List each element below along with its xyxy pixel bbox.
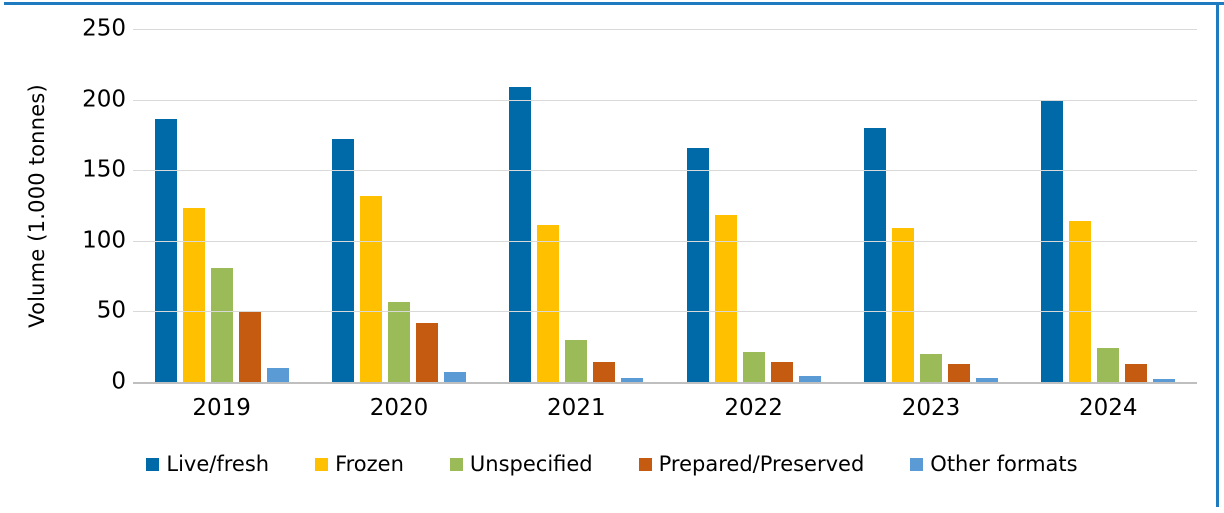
bar-live-fresh-2022	[686, 147, 709, 382]
frame-border-right	[1216, 2, 1219, 507]
legend-item-live-fresh: Live/fresh	[146, 452, 269, 476]
bar-unspecified-2019	[210, 267, 233, 382]
bar-prepared-preserved-2019	[238, 311, 261, 382]
bar-prepared-preserved-2024	[1125, 363, 1148, 382]
legend-label-prepared-preserved: Prepared/Preserved	[658, 452, 865, 476]
bar-live-fresh-2020	[331, 139, 354, 382]
bar-unspecified-2020	[387, 301, 410, 382]
gridline-200	[133, 99, 1197, 101]
bar-prepared-preserved-2023	[947, 363, 970, 382]
bar-other-formats-2023	[975, 377, 998, 382]
legend-swatch-live-fresh	[146, 457, 160, 471]
frame-border-top	[4, 2, 1224, 5]
x-axis-label-2024: 2024	[1079, 395, 1138, 421]
bar-unspecified-2024	[1097, 348, 1120, 382]
bar-unspecified-2022	[742, 352, 765, 382]
legend-label-live-fresh: Live/fresh	[166, 452, 270, 476]
y-axis-tick-labels: 0 50 100 150 200 250	[0, 17, 126, 393]
y-tick-label-250: 250	[82, 15, 126, 42]
legend-item-prepared-preserved: Prepared/Preserved	[638, 452, 865, 476]
bar-other-formats-2021	[621, 377, 644, 382]
bar-frozen-2022	[714, 215, 737, 382]
legend: Live/fresh Frozen Unspecified Prepared/Pres…	[0, 452, 1224, 476]
y-tick-label-200: 200	[82, 86, 126, 113]
bar-group-2022	[665, 29, 842, 382]
bar-frozen-2020	[359, 195, 382, 382]
bar-groups	[133, 29, 1197, 382]
x-axis-label-2021: 2021	[547, 395, 606, 421]
legend-label-other-formats: Other formats	[930, 452, 1078, 476]
bar-unspecified-2023	[919, 353, 942, 382]
bar-prepared-preserved-2020	[415, 322, 438, 382]
bar-other-formats-2024	[1153, 379, 1176, 382]
bar-other-formats-2022	[798, 376, 821, 382]
bar-other-formats-2019	[266, 367, 289, 382]
legend-label-unspecified: Unspecified	[469, 452, 593, 476]
x-axis-label-2019: 2019	[192, 395, 251, 421]
gridline-100	[133, 240, 1197, 242]
y-tick-label-50: 50	[96, 297, 126, 324]
legend-item-other-formats: Other formats	[910, 452, 1078, 476]
bar-frozen-2021	[537, 225, 560, 382]
bar-group-2019	[133, 29, 310, 382]
legend-label-frozen: Frozen	[335, 452, 404, 476]
legend-item-frozen: Frozen	[315, 452, 404, 476]
bar-frozen-2023	[891, 228, 914, 382]
bar-live-fresh-2023	[863, 127, 886, 382]
x-axis-label-2020: 2020	[369, 395, 429, 421]
legend-swatch-unspecified	[449, 457, 463, 471]
plot-area	[133, 29, 1197, 384]
x-axis-label-2023: 2023	[901, 395, 961, 421]
gridline-250	[133, 29, 1197, 30]
legend-swatch-prepared-preserved	[638, 457, 652, 471]
x-axis-labels: 2019 2020 2021 2022 2023 2024	[133, 395, 1197, 423]
bar-group-2024	[1020, 29, 1197, 382]
y-tick-label-100: 100	[82, 227, 126, 254]
bar-group-2020	[310, 29, 487, 382]
y-tick-label-150: 150	[82, 156, 126, 183]
bar-frozen-2019	[182, 208, 205, 382]
bar-unspecified-2021	[565, 339, 588, 382]
bar-prepared-preserved-2022	[770, 362, 793, 382]
bar-other-formats-2020	[443, 372, 466, 382]
bar-prepared-preserved-2021	[593, 362, 616, 382]
gridline-50	[133, 311, 1197, 313]
legend-item-unspecified: Unspecified	[449, 452, 593, 476]
bar-live-fresh-2021	[509, 86, 532, 382]
y-tick-label-0: 0	[111, 368, 126, 395]
legend-swatch-frozen	[315, 457, 329, 471]
bar-group-2021	[488, 29, 665, 382]
legend-swatch-other-formats	[910, 457, 924, 471]
bar-group-2023	[842, 29, 1019, 382]
x-axis-label-2022: 2022	[724, 395, 783, 421]
gridline-150	[133, 170, 1197, 172]
bar-frozen-2024	[1069, 221, 1092, 382]
bar-live-fresh-2019	[154, 119, 177, 382]
